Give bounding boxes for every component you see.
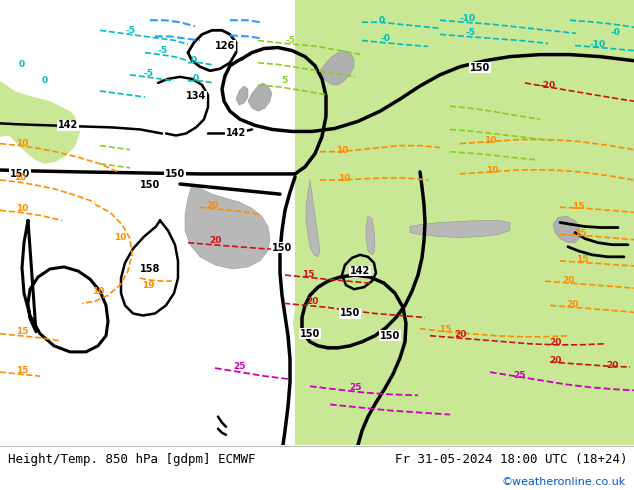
- Polygon shape: [410, 220, 510, 238]
- Text: 20: 20: [606, 361, 618, 369]
- Text: 10: 10: [114, 233, 126, 242]
- Text: 10: 10: [16, 204, 28, 213]
- Text: -5: -5: [125, 26, 135, 35]
- Text: 25: 25: [234, 362, 246, 370]
- Text: -10: -10: [460, 14, 476, 23]
- Polygon shape: [248, 83, 272, 111]
- Text: 134: 134: [186, 91, 206, 101]
- Polygon shape: [185, 184, 270, 269]
- Polygon shape: [553, 217, 580, 243]
- Text: 20: 20: [549, 338, 561, 347]
- Text: -10: -10: [590, 40, 606, 49]
- Text: 150: 150: [10, 169, 30, 179]
- Text: -0: -0: [610, 28, 620, 37]
- Text: 126: 126: [215, 41, 235, 50]
- Text: Fr 31-05-2024 18:00 UTC (18+24): Fr 31-05-2024 18:00 UTC (18+24): [395, 453, 628, 466]
- Text: 150: 150: [340, 309, 360, 318]
- Text: -20: -20: [540, 81, 556, 91]
- Text: 150: 150: [380, 331, 400, 341]
- Text: 10: 10: [92, 287, 104, 296]
- Text: 15: 15: [302, 270, 314, 278]
- Text: 0: 0: [191, 56, 197, 65]
- Text: 10: 10: [338, 174, 350, 183]
- Polygon shape: [295, 0, 634, 445]
- Text: 20: 20: [306, 297, 318, 306]
- Text: 0: 0: [42, 76, 48, 85]
- Text: 150: 150: [470, 63, 490, 73]
- Text: -0: -0: [380, 34, 390, 43]
- Polygon shape: [236, 86, 248, 105]
- Text: 20: 20: [209, 236, 221, 245]
- Text: 25: 25: [349, 383, 361, 392]
- Text: 142: 142: [58, 121, 78, 130]
- Text: 15: 15: [572, 202, 585, 211]
- Polygon shape: [365, 0, 634, 445]
- Text: 20: 20: [549, 357, 561, 366]
- Text: 0: 0: [193, 74, 199, 83]
- Text: 150: 150: [165, 169, 185, 179]
- Text: 142: 142: [350, 266, 370, 276]
- Text: -5: -5: [285, 36, 295, 45]
- Text: 15: 15: [16, 366, 29, 374]
- Text: -5: -5: [157, 46, 167, 55]
- Text: 10: 10: [336, 146, 348, 155]
- Polygon shape: [306, 180, 320, 257]
- Text: 20: 20: [206, 201, 218, 210]
- Polygon shape: [0, 0, 35, 137]
- Text: 5: 5: [281, 76, 287, 85]
- Text: Height/Temp. 850 hPa [gdpm] ECMWF: Height/Temp. 850 hPa [gdpm] ECMWF: [8, 453, 256, 466]
- Polygon shape: [293, 0, 634, 392]
- Text: 15: 15: [16, 327, 29, 336]
- Polygon shape: [0, 0, 80, 164]
- Polygon shape: [366, 217, 375, 255]
- Text: 150: 150: [272, 243, 292, 253]
- Text: ©weatheronline.co.uk: ©weatheronline.co.uk: [501, 477, 626, 487]
- Text: 10: 10: [486, 167, 498, 175]
- Text: 20: 20: [566, 300, 578, 309]
- Text: 20: 20: [454, 330, 466, 339]
- Text: 19: 19: [141, 281, 154, 290]
- Text: 150: 150: [140, 180, 160, 190]
- Text: 15: 15: [576, 255, 588, 265]
- Text: 0: 0: [19, 60, 25, 69]
- Text: 150: 150: [300, 329, 320, 339]
- Text: 10: 10: [484, 136, 496, 145]
- Text: 10: 10: [14, 173, 26, 182]
- Text: -5: -5: [465, 28, 475, 37]
- Text: 20: 20: [562, 275, 574, 285]
- Polygon shape: [320, 50, 354, 85]
- Text: -5: -5: [143, 69, 153, 78]
- Text: 10: 10: [16, 139, 28, 148]
- Text: 25: 25: [514, 370, 526, 380]
- Text: 142: 142: [226, 128, 246, 139]
- Text: 0: 0: [379, 16, 385, 24]
- Text: 15: 15: [439, 325, 451, 334]
- Text: 15: 15: [574, 229, 586, 238]
- Text: 158: 158: [140, 264, 160, 274]
- Polygon shape: [310, 344, 634, 445]
